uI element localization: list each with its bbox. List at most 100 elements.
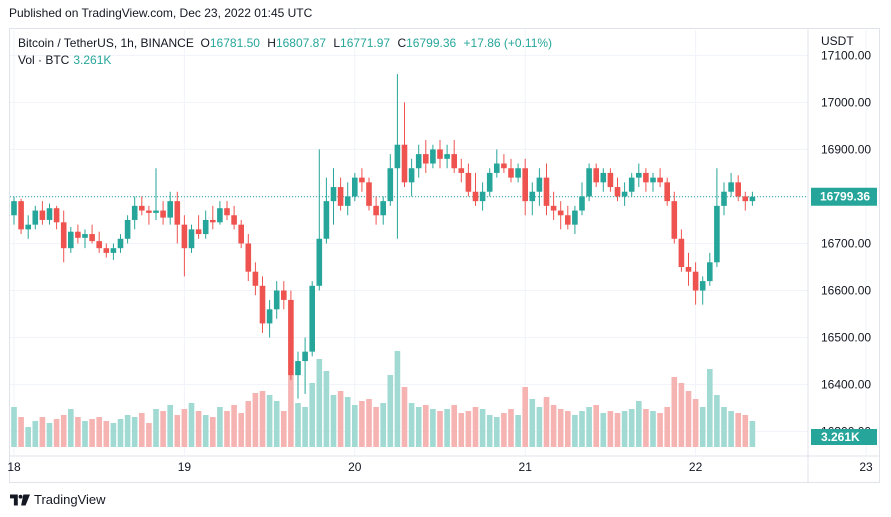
candle-body — [252, 271, 259, 286]
candle-body — [160, 210, 166, 218]
volume-bar — [25, 427, 31, 447]
last-volume-tag — [811, 429, 877, 445]
volume-bar — [685, 391, 692, 447]
candle-body — [643, 172, 649, 183]
candle-body — [614, 187, 621, 197]
candle-body — [621, 191, 628, 197]
volume-bar — [437, 411, 443, 447]
low-value: 16771.97 — [340, 36, 391, 50]
candle-body — [501, 163, 507, 169]
volume-value: 3.261K — [73, 53, 112, 67]
volume-bar — [664, 407, 670, 447]
volume-bar — [68, 409, 74, 447]
volume-bar — [96, 417, 102, 447]
time-tick-label: 23 — [859, 460, 873, 474]
candle-body — [664, 182, 670, 202]
candle-body — [330, 187, 337, 202]
candle-body — [39, 210, 46, 220]
candle-body — [735, 182, 741, 197]
volume-bar — [302, 407, 308, 447]
volume-bar — [124, 415, 131, 447]
volume-bar — [401, 387, 408, 447]
volume-bar — [309, 383, 315, 447]
candle-body — [266, 309, 273, 324]
price-tick-label: 16700.00 — [821, 236, 871, 250]
volume-bar — [60, 415, 67, 447]
volume-bar — [110, 423, 117, 447]
volume-bar — [380, 403, 386, 447]
candle-body — [423, 154, 429, 164]
price-tick-label: 17000.00 — [821, 95, 871, 109]
candle-body — [259, 285, 266, 324]
candle-body — [195, 229, 202, 235]
candle-body — [515, 168, 521, 178]
volume-bar — [281, 411, 287, 447]
time-tick-label: 20 — [348, 460, 362, 474]
high-value: 16807.87 — [275, 36, 327, 50]
volume-bar — [692, 399, 699, 447]
currency-label: USDT — [821, 34, 854, 48]
footer-brand[interactable]: TradingView — [10, 492, 106, 507]
volume-bar — [621, 411, 628, 447]
candle-body — [224, 208, 230, 216]
volume-bar — [586, 407, 592, 447]
candle-body — [437, 149, 443, 159]
volume-bar — [657, 413, 663, 447]
candle-body — [628, 177, 635, 192]
volume-bar — [593, 405, 599, 447]
volume-bar — [89, 419, 95, 447]
volume-bar — [742, 415, 749, 447]
low-label: L — [333, 36, 341, 50]
candle-body — [565, 215, 571, 225]
candle-body — [636, 172, 642, 178]
candle-body — [32, 210, 39, 225]
volume-bar — [423, 405, 429, 447]
candle-body — [309, 285, 315, 352]
volume-bar — [202, 415, 209, 447]
candle-body — [373, 205, 379, 216]
open-label: O — [200, 36, 210, 50]
price-tick-label: 17100.00 — [821, 48, 871, 62]
volume-bar — [451, 405, 457, 447]
volume-bar — [210, 417, 216, 447]
candle-body — [124, 219, 131, 239]
volume-bar — [501, 413, 507, 447]
volume-bar — [295, 403, 301, 447]
candle-body — [295, 361, 301, 376]
candle-body — [465, 172, 472, 192]
candle-body — [273, 290, 280, 310]
candle-body — [245, 243, 252, 272]
candle-body — [479, 191, 486, 202]
candle-body — [210, 219, 216, 223]
volume-bar — [160, 411, 166, 447]
candle-body — [366, 182, 372, 206]
volume-bar — [394, 351, 401, 447]
candle-body — [46, 208, 53, 220]
candle-body — [579, 196, 585, 211]
candle-body — [53, 208, 60, 223]
volume-bar — [494, 417, 500, 447]
volume-bar — [316, 359, 323, 447]
volume-bar — [408, 403, 415, 447]
volume-bar — [238, 413, 244, 447]
candle-body — [238, 224, 244, 244]
volume-bar — [46, 423, 53, 447]
chart-frame[interactable] — [9, 28, 880, 483]
volume-bar — [266, 395, 273, 447]
volume-bar — [153, 409, 159, 447]
candle-body — [89, 234, 95, 242]
candle-body — [707, 262, 713, 282]
last-price-label: 16799.36 — [820, 190, 870, 204]
candle-body — [494, 163, 500, 173]
candle-body — [131, 205, 138, 220]
open-value: 16781.50 — [209, 36, 260, 50]
candle-body — [572, 210, 578, 225]
volume-bar — [252, 393, 259, 447]
candle-body — [380, 201, 386, 216]
candle-body — [359, 177, 365, 183]
candle-body — [536, 177, 543, 192]
volume-bar — [259, 391, 266, 447]
volume-bar — [522, 387, 528, 447]
candle-body — [586, 168, 592, 197]
